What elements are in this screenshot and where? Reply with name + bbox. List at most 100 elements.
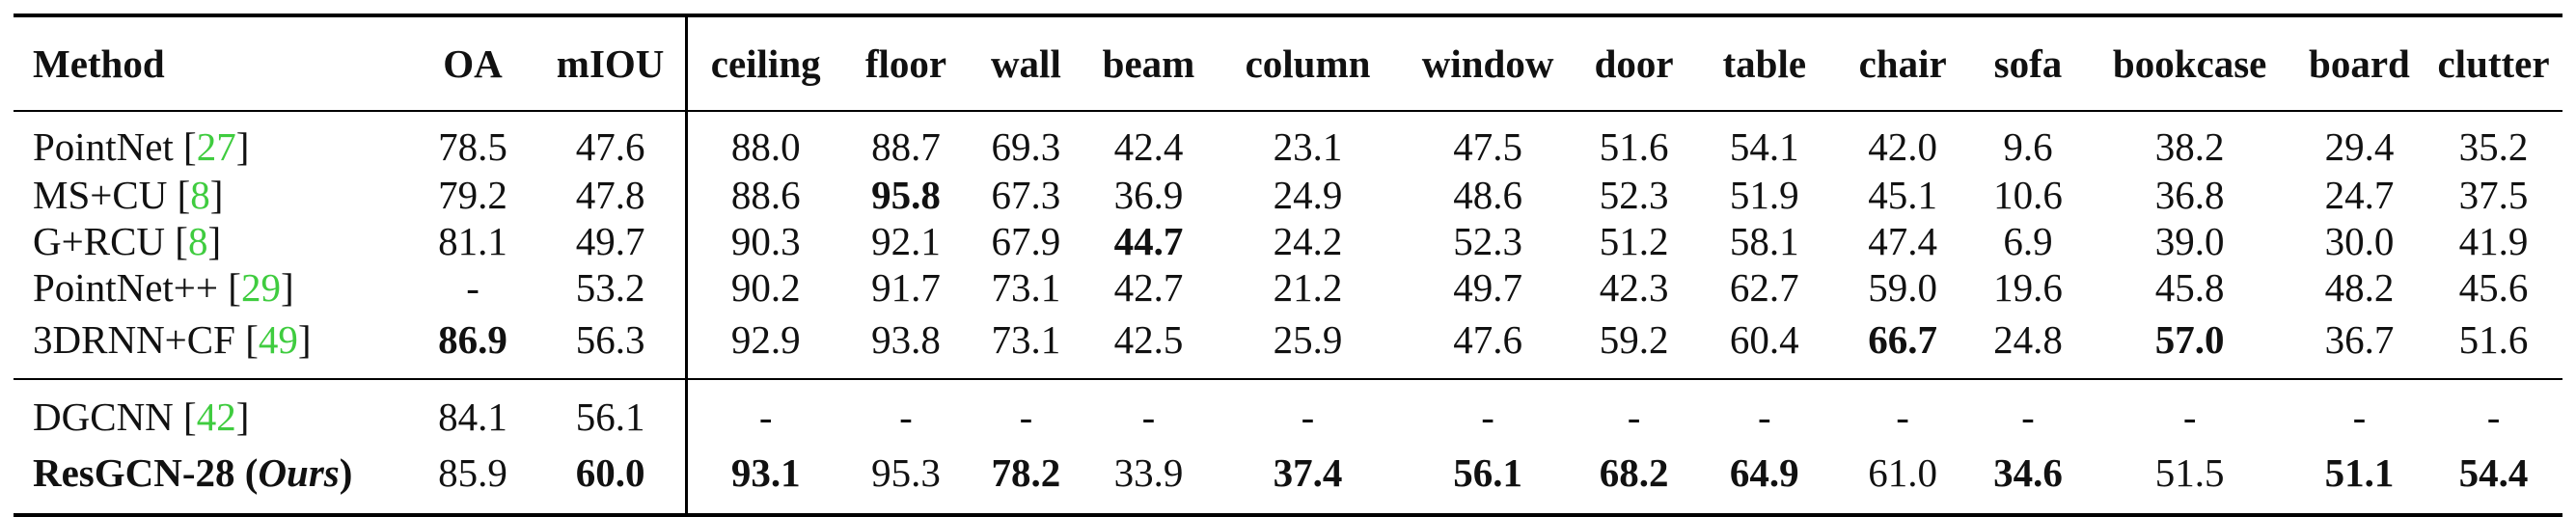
value-cell-chair: 45.1 (1868, 173, 1937, 217)
value-cell-table: 60.4 (1729, 317, 1799, 362)
value-cell-oa: 81.1 (438, 219, 507, 263)
value-cell-window: 56.1 (1401, 444, 1575, 517)
method-label: G+RCU (33, 219, 166, 263)
value-cell-oa: 84.1 (410, 378, 535, 444)
value-cell-column: 25.9 (1273, 317, 1343, 362)
method-label: DGCNN (33, 395, 174, 439)
value-cell-miou: 47.6 (575, 124, 645, 169)
value-cell-oa: 79.2 (438, 173, 507, 217)
value-cell-clutter: 54.4 (2425, 444, 2562, 517)
value-cell-column: 24.2 (1273, 219, 1343, 263)
citation-link[interactable]: 49 (258, 317, 298, 362)
value-cell-door: - (1574, 378, 1694, 444)
column-header-floor: floor (843, 14, 969, 112)
table-body: PointNet [27] 78.5 47.6 88.0 88.7 69.3 42.4 23.… (14, 111, 2562, 517)
ours-label: Ours (258, 450, 340, 495)
value-cell-door: 52.3 (1599, 173, 1669, 217)
value-cell-floor: 88.7 (871, 124, 941, 169)
column-header-clutter: clutter (2425, 14, 2562, 112)
column-header-ceiling: ceiling (685, 14, 844, 112)
value-cell-clutter: 37.5 (2458, 173, 2529, 217)
value-cell-bookcase: 36.8 (2154, 173, 2225, 217)
value-cell-floor: 95.3 (843, 444, 969, 517)
value-cell-ceiling: - (685, 378, 844, 444)
value-cell-table: 51.9 (1729, 173, 1799, 217)
results-table: Method OA mIOU ceiling floor wall beam column wi… (14, 14, 2562, 517)
column-header-method: Method (14, 14, 411, 112)
value-cell-sofa: - (1970, 378, 2086, 444)
value-cell-chair: - (1834, 378, 1971, 444)
column-header-table: table (1693, 14, 1835, 112)
value-cell-bookcase: - (2085, 378, 2294, 444)
value-cell-window: 48.6 (1453, 173, 1522, 217)
value-cell-table: 62.7 (1729, 265, 1799, 310)
value-cell-wall: 69.3 (991, 124, 1061, 169)
value-cell-bookcase: 38.2 (2154, 124, 2225, 169)
table-row: PointNet++ [29] - 53.2 90.2 91.7 73.1 42.7 21.2… (14, 264, 2562, 311)
value-cell-bookcase: 51.5 (2085, 444, 2294, 517)
table-row: G+RCU [8] 81.1 49.7 90.3 92.1 67.9 44.7 24.2 52.… (14, 218, 2562, 264)
value-cell-window: 49.7 (1453, 265, 1522, 310)
column-header-column: column (1214, 14, 1402, 112)
method-name: ResGCN-28 (Ours) (14, 444, 411, 517)
method-label: PointNet (33, 124, 174, 169)
value-cell-chair: 61.0 (1834, 444, 1971, 517)
results-table-container: Method OA mIOU ceiling floor wall beam column wi… (14, 14, 2562, 517)
value-cell-beam: - (1082, 378, 1215, 444)
method-label: MS+CU (33, 173, 168, 217)
value-cell-beam: 33.9 (1082, 444, 1215, 517)
value-cell-sofa: 10.6 (1993, 173, 2063, 217)
value-cell-door: 42.3 (1599, 265, 1669, 310)
value-cell-clutter: 41.9 (2458, 219, 2529, 263)
value-cell-table: 54.1 (1729, 124, 1799, 169)
value-cell-sofa: 19.6 (1993, 265, 2063, 310)
value-cell-floor: 93.8 (871, 317, 941, 362)
value-cell-oa: 85.9 (410, 444, 535, 517)
method-name: PointNet [27] (33, 124, 250, 169)
value-cell-clutter: - (2425, 378, 2562, 444)
value-cell-clutter: 45.6 (2458, 265, 2529, 310)
header-row: Method OA mIOU ceiling floor wall beam column wi… (14, 14, 2562, 112)
value-cell-board: 48.2 (2324, 265, 2395, 310)
value-cell-ceiling: 88.6 (685, 172, 844, 218)
value-cell-board: 24.7 (2324, 173, 2395, 217)
method-name: 3DRNN+CF [49] (33, 317, 312, 362)
value-cell-floor: 91.7 (871, 265, 941, 310)
method-label: 3DRNN+CF (33, 317, 235, 362)
table-row: MS+CU [8] 79.2 47.8 88.6 95.8 67.3 36.9 24.9 48.… (14, 172, 2562, 218)
citation-link[interactable]: 27 (196, 124, 236, 169)
value-cell-board: 29.4 (2324, 124, 2395, 169)
table-row: 3DRNN+CF [49] 86.9 56.3 92.9 93.8 73.1 42.5 25.… (14, 311, 2562, 379)
value-cell-floor: 92.1 (871, 219, 941, 263)
value-cell-table: 64.9 (1693, 444, 1835, 517)
citation-link[interactable]: 8 (187, 219, 208, 263)
value-cell-ceiling: 90.2 (685, 264, 844, 311)
value-cell-beam: 42.7 (1113, 265, 1184, 310)
value-cell-chair: 66.7 (1868, 317, 1937, 362)
value-cell-miou: 47.8 (575, 173, 645, 217)
value-cell-wall: 73.1 (991, 317, 1061, 362)
value-cell-ceiling: 92.9 (685, 311, 844, 379)
value-cell-sofa: 6.9 (2003, 219, 2053, 263)
value-cell-table: 58.1 (1729, 219, 1799, 263)
citation-link[interactable]: 29 (240, 265, 281, 310)
value-cell-floor: 95.8 (871, 173, 941, 217)
value-cell-clutter: 51.6 (2458, 317, 2529, 362)
value-cell-ceiling: 88.0 (685, 111, 844, 172)
value-cell-column: 37.4 (1214, 444, 1402, 517)
value-cell-window: 52.3 (1453, 219, 1522, 263)
value-cell-oa: - (466, 265, 480, 310)
value-cell-column: 24.9 (1273, 173, 1343, 217)
value-cell-wall: 67.3 (991, 173, 1061, 217)
column-header-oa: OA (410, 14, 535, 112)
value-cell-table: - (1693, 378, 1835, 444)
value-cell-column: 23.1 (1273, 124, 1343, 169)
value-cell-sofa: 24.8 (1993, 317, 2063, 362)
citation-link[interactable]: 42 (196, 395, 236, 439)
value-cell-wall: 73.1 (991, 265, 1061, 310)
value-cell-window: 47.5 (1453, 124, 1522, 169)
value-cell-door: 59.2 (1599, 317, 1669, 362)
value-cell-beam: 44.7 (1113, 219, 1184, 263)
citation-link[interactable]: 8 (190, 173, 210, 217)
value-cell-bookcase: 39.0 (2154, 219, 2225, 263)
